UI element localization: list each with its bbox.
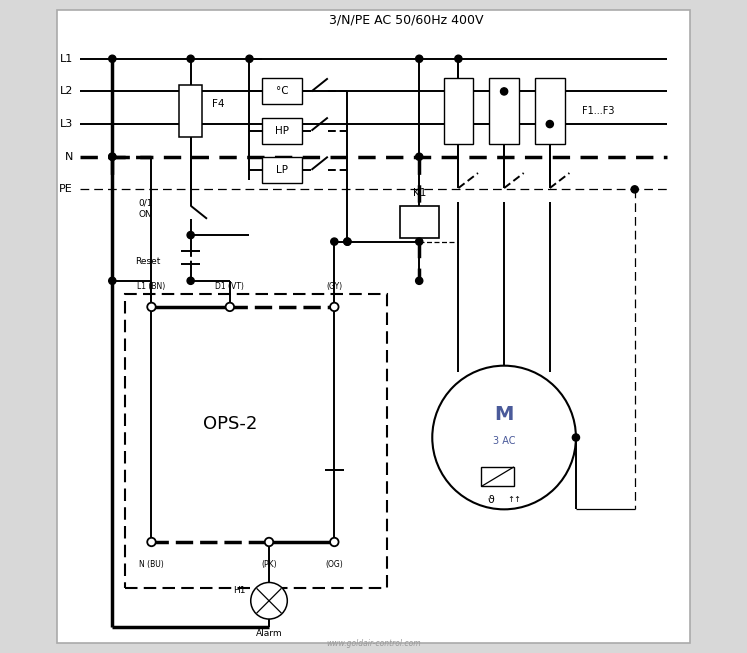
Circle shape [226,302,234,311]
Circle shape [187,55,194,62]
Text: HP: HP [275,125,289,136]
Text: K1: K1 [412,187,426,198]
Circle shape [415,277,423,284]
Circle shape [109,153,116,160]
Circle shape [572,434,580,441]
Bar [444,78,473,144]
Circle shape [147,538,155,546]
Text: F4: F4 [211,99,224,110]
Text: Alarm: Alarm [255,629,282,638]
Text: (OG): (OG) [326,560,343,569]
Circle shape [187,231,194,238]
Bar [179,85,202,137]
Bar [481,467,514,486]
Circle shape [147,302,155,311]
Text: L2: L2 [60,86,73,97]
Circle shape [330,302,338,311]
Circle shape [251,582,288,619]
Circle shape [264,538,273,546]
Text: F1...F3: F1...F3 [583,106,615,116]
Circle shape [330,538,338,546]
Bar [125,294,386,588]
Bar [262,118,302,144]
Circle shape [631,185,638,193]
Circle shape [187,277,194,284]
Text: LP: LP [276,165,288,175]
Text: L1 (BN): L1 (BN) [137,281,166,291]
Text: 0/1
ON: 0/1 ON [138,199,153,219]
Bar [262,78,302,104]
Bar [535,78,565,144]
Text: Reset: Reset [135,257,161,266]
Text: OPS-2: OPS-2 [202,415,257,434]
Text: L1: L1 [60,54,73,64]
Text: ϑ: ϑ [488,494,495,505]
Text: www.goldair-control.com: www.goldair-control.com [326,639,421,648]
Circle shape [109,277,116,284]
Text: D1 (VT): D1 (VT) [215,281,244,291]
Circle shape [344,238,351,245]
Text: 3/N/PE AC 50/60Hz 400V: 3/N/PE AC 50/60Hz 400V [329,13,483,26]
Text: L3: L3 [60,119,73,129]
Text: 3 AC: 3 AC [493,436,515,446]
Circle shape [344,238,351,245]
Bar [262,157,302,183]
Circle shape [109,55,116,62]
Circle shape [415,238,423,245]
Circle shape [246,55,253,62]
Text: H1: H1 [233,586,246,596]
Text: N (BU): N (BU) [139,560,164,569]
Circle shape [455,55,462,62]
Circle shape [415,55,423,62]
Bar [489,78,519,144]
Circle shape [546,120,554,127]
Text: (PK): (PK) [261,560,277,569]
Circle shape [109,153,116,160]
Text: °C: °C [276,86,288,97]
Circle shape [500,88,508,95]
Bar [400,206,438,238]
Circle shape [415,153,423,160]
Text: N: N [65,151,73,162]
Text: M: M [495,405,514,424]
Text: PE: PE [59,184,73,195]
Circle shape [331,238,338,245]
Text: ↑↑: ↑↑ [507,495,521,504]
Circle shape [433,366,576,509]
Text: (GY): (GY) [326,281,342,291]
